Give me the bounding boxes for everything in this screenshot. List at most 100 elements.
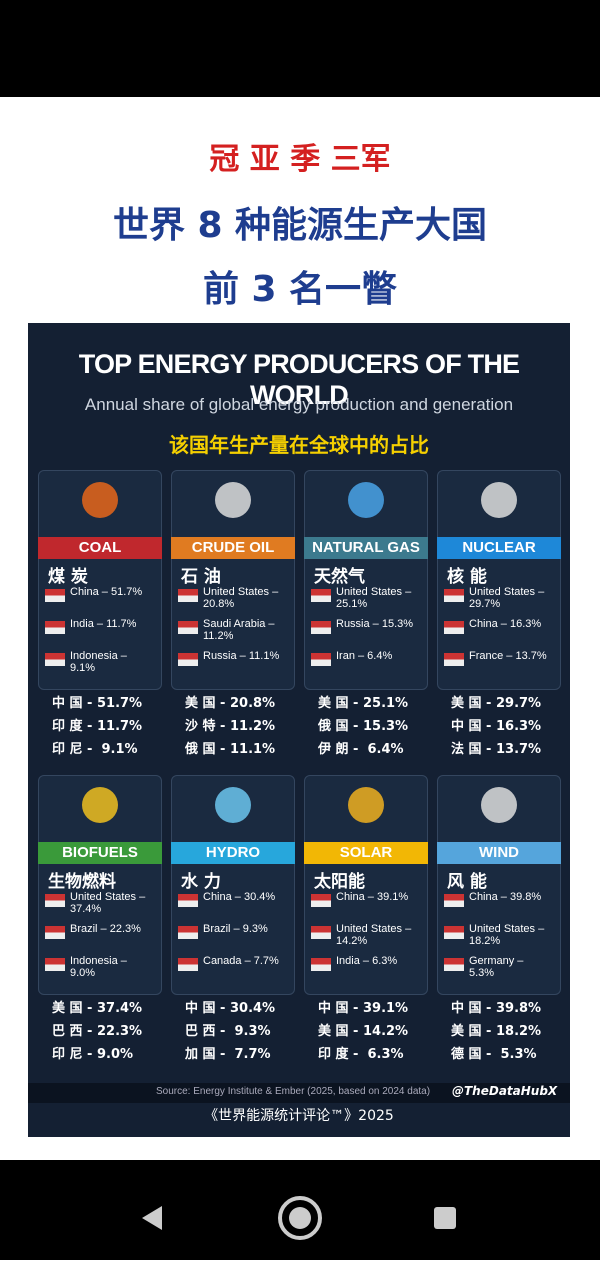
country-share: China – 39.8% — [469, 891, 542, 903]
flag — [178, 958, 198, 971]
country-share: Russia – 15.3% — [336, 618, 414, 630]
country-share: Saudi Arabia – 11.2% — [203, 618, 275, 642]
flag — [444, 894, 464, 907]
category-name-zh: 风 能 — [447, 872, 487, 892]
summary-line: 德 国 - 5.3% — [451, 1047, 537, 1062]
flag — [45, 621, 65, 634]
category-band: SOLAR — [304, 842, 428, 864]
category-band: CRUDE OIL — [171, 537, 295, 559]
card-icon — [348, 787, 384, 823]
summary-line: 中 国 - 30.4% — [185, 1001, 276, 1016]
summary-line: 中 国 - 16.3% — [451, 719, 542, 734]
infographic: TOP ENERGY PRODUCERS OF THE WORLD Annual… — [28, 323, 570, 1137]
flag — [178, 621, 198, 634]
country-share: Russia – 11.1% — [203, 650, 280, 662]
flag — [311, 926, 331, 939]
flag — [45, 926, 65, 939]
handle: @TheDataHubX — [452, 1084, 558, 1098]
country-share: United States – 29.7% — [469, 586, 545, 610]
nav-bar — [0, 1160, 600, 1260]
title: TOP ENERGY PRODUCERS OF THE WORLD — [78, 349, 520, 410]
summary-line: 美 国 - 20.8% — [185, 696, 276, 711]
summary-line: 美 国 - 14.2% — [318, 1024, 409, 1039]
home-dot — [289, 1207, 311, 1229]
category-name-zh: 生物燃料 — [48, 872, 116, 892]
category-name-zh: 太阳能 — [314, 872, 365, 892]
country-share: Indonesia – 9.1% — [70, 650, 127, 674]
category-band: HYDRO — [171, 842, 295, 864]
country-share: Iran – 6.4% — [336, 650, 393, 662]
subtitle: Annual share of global energy production… — [84, 395, 514, 414]
flag — [311, 589, 331, 602]
category-band: NUCLEAR — [437, 537, 561, 559]
flag — [178, 926, 198, 939]
summary-line: 印 度 - 11.7% — [52, 719, 143, 734]
country-share: United States – 25.1% — [336, 586, 412, 610]
flag — [311, 894, 331, 907]
flag — [178, 653, 198, 666]
category-name-zh: 核 能 — [447, 567, 487, 587]
nav-icons — [142, 1196, 456, 1240]
subtitle-zh: 该国年生产量在全球中的占比 — [169, 433, 429, 457]
flag — [311, 621, 331, 634]
summary-line: 中 国 - 51.7% — [52, 696, 143, 711]
source-bar — [28, 1083, 570, 1103]
flag — [444, 958, 464, 971]
summary-line: 巴 西 - 22.3% — [52, 1024, 143, 1039]
card-icon — [82, 482, 118, 518]
summary-line: 法 国 - 13.7% — [451, 742, 542, 757]
back-button[interactable] — [142, 1206, 162, 1230]
card-icon — [215, 482, 251, 518]
card-icon — [481, 482, 517, 518]
header-line1: 冠 亚 季 三军 — [209, 142, 391, 177]
country-share: Germany – 5.3% — [469, 955, 524, 979]
summary-line: 印 尼 - 9.0% — [52, 1047, 134, 1062]
summary-line: 伊 朗 - 6.4% — [318, 742, 404, 757]
source: Source: Energy Institute & Ember (2025, … — [156, 1086, 431, 1097]
summary-line: 加 国 - 7.7% — [185, 1047, 271, 1062]
header-line3: 前 3 名一瞥 — [202, 269, 398, 310]
category-band: BIOFUELS — [38, 842, 162, 864]
home-button[interactable] — [278, 1196, 322, 1240]
footer: 《世界能源统计评论™》2025 — [204, 1108, 394, 1124]
flag — [444, 621, 464, 634]
recents-button[interactable] — [434, 1207, 456, 1229]
summary-line: 印 度 - 6.3% — [318, 1047, 404, 1062]
country-share: Brazil – 22.3% — [70, 923, 141, 935]
country-share: Canada – 7.7% — [203, 955, 279, 967]
category-name-zh: 石 油 — [181, 567, 221, 587]
summary-line: 俄 国 - 11.1% — [185, 742, 276, 757]
flag — [45, 958, 65, 971]
card-icon — [82, 787, 118, 823]
country-share: India – 11.7% — [70, 618, 137, 630]
summary-line: 美 国 - 37.4% — [52, 1001, 143, 1016]
card-icon — [348, 482, 384, 518]
country-share: China – 30.4% — [203, 891, 276, 903]
flag — [178, 589, 198, 602]
category-name-zh: 天然气 — [314, 567, 365, 587]
card-icon — [215, 787, 251, 823]
summary-line: 中 国 - 39.8% — [451, 1001, 542, 1016]
flag — [178, 894, 198, 907]
country-share: Indonesia – 9.0% — [70, 955, 127, 979]
country-share: China – 39.1% — [336, 891, 409, 903]
summary-line: 美 国 - 18.2% — [451, 1024, 542, 1039]
country-share: China – 16.3% — [469, 618, 542, 630]
country-share: United States – 37.4% — [70, 891, 146, 915]
summary-line: 印 尼 - 9.1% — [52, 742, 138, 757]
country-share: United States – 20.8% — [203, 586, 279, 610]
country-share: Brazil – 9.3% — [203, 923, 268, 935]
category-band: NATURAL GAS — [304, 537, 428, 559]
flag — [45, 589, 65, 602]
country-share: United States – 18.2% — [469, 923, 545, 947]
category-name-zh: 煤 炭 — [48, 567, 88, 587]
summary-line: 中 国 - 39.1% — [318, 1001, 409, 1016]
category-band: WIND — [437, 842, 561, 864]
summary-line: 俄 国 - 15.3% — [318, 719, 409, 734]
summary-line: 巴 西 - 9.3% — [185, 1024, 271, 1039]
card-icon — [481, 787, 517, 823]
country-share: China – 51.7% — [70, 586, 143, 598]
header-line2: 世界 8 种能源生产大国 — [112, 205, 488, 246]
flag — [45, 653, 65, 666]
